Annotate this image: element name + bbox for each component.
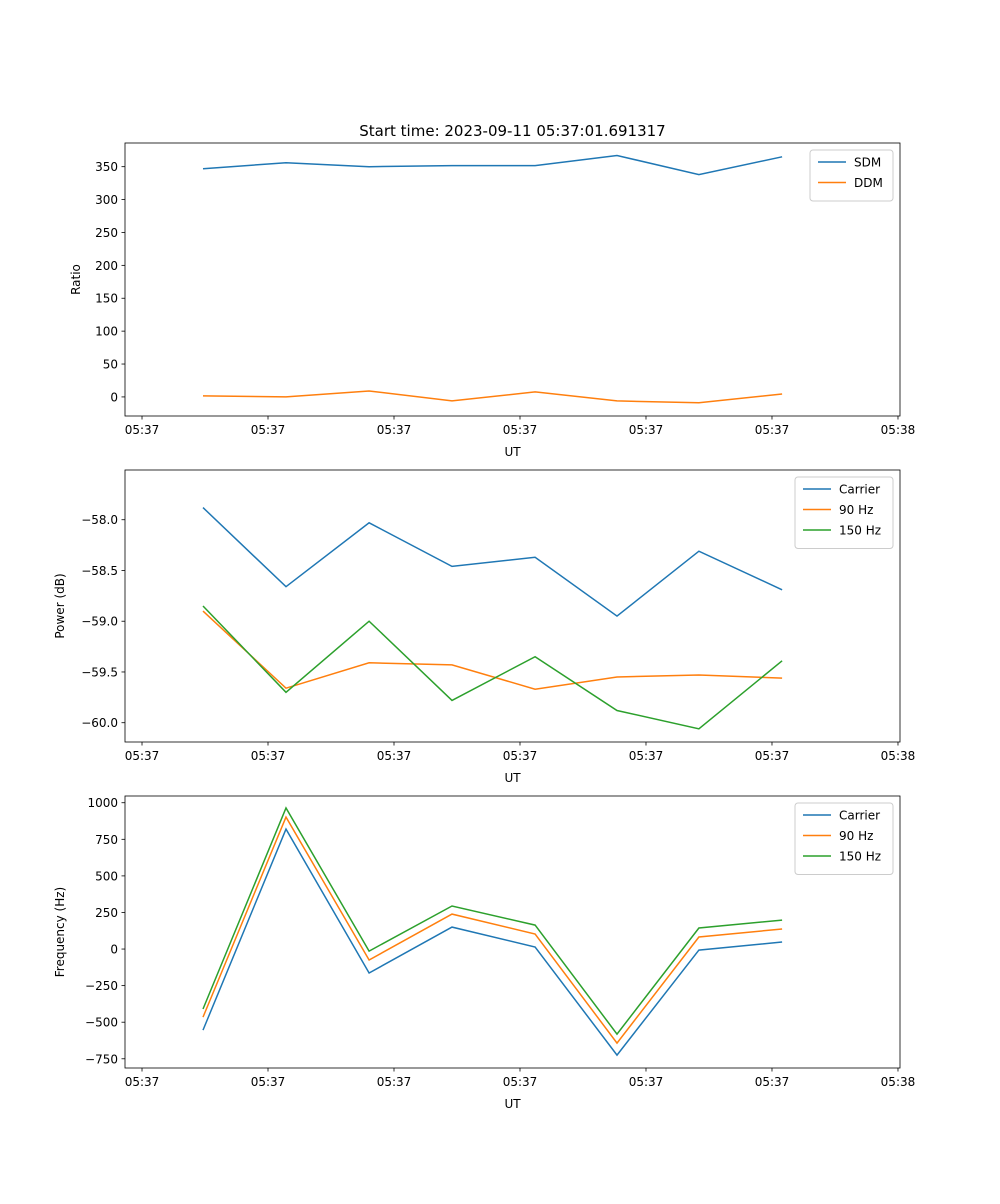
x-axis-label: UT [504, 771, 521, 785]
legend-label: 150 Hz [839, 524, 881, 538]
series-line-150-hz [202, 605, 783, 730]
y-tick-label: 500 [95, 869, 118, 883]
y-tick-label: 0 [110, 943, 118, 957]
y-tick-label: 150 [95, 292, 118, 306]
legend-label: DDM [854, 176, 883, 190]
x-tick-label: 05:37 [755, 1075, 790, 1089]
y-tick-label: 250 [95, 226, 118, 240]
x-tick-label: 05:37 [377, 749, 412, 763]
axes-frame [124, 142, 901, 417]
x-tick-label: 05:37 [629, 423, 664, 437]
legend-label: 150 Hz [839, 850, 881, 864]
x-tick-label: 05:38 [881, 749, 916, 763]
y-tick-label: 750 [95, 833, 118, 847]
subplot-3: 05:37 05:37 05:37 05:37 05:37 05:37 05:38 −750 −… [53, 795, 916, 1111]
y-tick-label: 300 [95, 193, 118, 207]
legend-label: Carrier [839, 483, 880, 497]
y-tick-label: 250 [95, 906, 118, 920]
series-line-90-hz [202, 815, 783, 1045]
series-line-ddm [202, 390, 783, 404]
x-tick-label: 05:37 [503, 749, 538, 763]
y-axis-label: Frequency (Hz) [53, 887, 67, 978]
x-tick-label: 05:37 [503, 423, 538, 437]
legend: SDM DDM [809, 149, 894, 202]
y-tick-label: −250 [85, 979, 118, 993]
series-line-90-hz [202, 610, 783, 690]
y-tick-label: −58.5 [81, 564, 118, 578]
legend-label: Carrier [839, 809, 880, 823]
series-line-sdm [202, 154, 783, 176]
x-tick-label: 05:38 [881, 423, 916, 437]
x-tick-label: 05:37 [377, 423, 412, 437]
x-tick-label: 05:37 [755, 423, 790, 437]
subplot-2: 05:37 05:37 05:37 05:37 05:37 05:37 05:38 −60.0… [53, 469, 916, 785]
y-tick-label: 200 [95, 259, 118, 273]
legend: Carrier 90 Hz 150 Hz [794, 802, 894, 875]
y-axis-label: Ratio [69, 264, 83, 295]
x-tick-label: 05:37 [251, 423, 286, 437]
x-tick-label: 05:37 [125, 749, 160, 763]
y-tick-label: 100 [95, 325, 118, 339]
x-tick-label: 05:37 [125, 1075, 160, 1089]
y-tick-label: 350 [95, 160, 118, 174]
axes-frame [124, 795, 901, 1069]
y-tick-label: −500 [85, 1016, 118, 1030]
series-line-150-hz [202, 806, 783, 1036]
legend: Carrier 90 Hz 150 Hz [794, 476, 894, 549]
y-tick-label: 50 [103, 358, 118, 372]
series-line-carrier [202, 827, 783, 1057]
figure-title: Start time: 2023-09-11 05:37:01.691317 [359, 122, 665, 140]
y-tick-label: −60.0 [81, 716, 118, 730]
x-axis-label: UT [504, 1097, 521, 1111]
y-tick-label: −59.5 [81, 665, 118, 679]
y-tick-label: −58.0 [81, 513, 118, 527]
x-tick-label: 05:37 [125, 423, 160, 437]
x-axis-label: UT [504, 445, 521, 459]
x-tick-label: 05:37 [629, 749, 664, 763]
subplot-1: 05:37 05:37 05:37 05:37 05:37 05:37 05:38 0 50 10… [69, 142, 916, 459]
x-tick-label: 05:37 [503, 1075, 538, 1089]
legend-label: 90 Hz [839, 829, 873, 843]
y-tick-label: −59.0 [81, 615, 118, 629]
axes-frame [124, 469, 901, 743]
series-line-carrier [202, 507, 783, 618]
x-tick-label: 05:38 [881, 1075, 916, 1089]
x-tick-label: 05:37 [755, 749, 790, 763]
y-axis-label: Power (dB) [53, 573, 67, 638]
x-tick-label: 05:37 [629, 1075, 664, 1089]
y-tick-label: −750 [85, 1052, 118, 1066]
x-tick-label: 05:37 [251, 749, 286, 763]
x-tick-label: 05:37 [251, 1075, 286, 1089]
legend-label: SDM [854, 156, 881, 170]
y-tick-label: 1000 [87, 796, 118, 810]
y-tick-label: 0 [110, 390, 118, 404]
x-tick-label: 05:37 [377, 1075, 412, 1089]
legend-label: 90 Hz [839, 503, 873, 517]
